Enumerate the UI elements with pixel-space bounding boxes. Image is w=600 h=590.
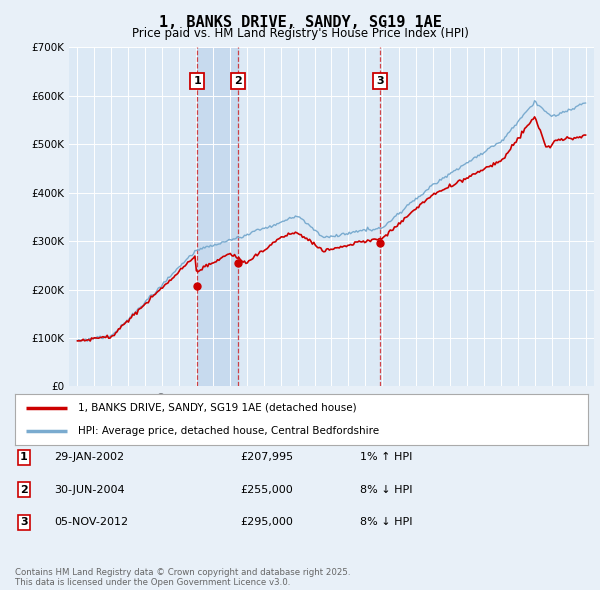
Text: 1, BANKS DRIVE, SANDY, SG19 1AE (detached house): 1, BANKS DRIVE, SANDY, SG19 1AE (detache… bbox=[78, 402, 356, 412]
Text: £295,000: £295,000 bbox=[240, 517, 293, 527]
Text: Contains HM Land Registry data © Crown copyright and database right 2025.
This d: Contains HM Land Registry data © Crown c… bbox=[15, 568, 350, 587]
Text: 8% ↓ HPI: 8% ↓ HPI bbox=[360, 485, 413, 494]
Text: 2: 2 bbox=[20, 485, 28, 494]
Text: 3: 3 bbox=[20, 517, 28, 527]
Text: 30-JUN-2004: 30-JUN-2004 bbox=[54, 485, 125, 494]
Text: 1, BANKS DRIVE, SANDY, SG19 1AE: 1, BANKS DRIVE, SANDY, SG19 1AE bbox=[158, 15, 442, 30]
Text: Price paid vs. HM Land Registry's House Price Index (HPI): Price paid vs. HM Land Registry's House … bbox=[131, 27, 469, 40]
Text: HPI: Average price, detached house, Central Bedfordshire: HPI: Average price, detached house, Cent… bbox=[78, 427, 379, 437]
Text: 2: 2 bbox=[235, 76, 242, 86]
Text: 1% ↑ HPI: 1% ↑ HPI bbox=[360, 453, 412, 462]
Text: £207,995: £207,995 bbox=[240, 453, 293, 462]
Text: £255,000: £255,000 bbox=[240, 485, 293, 494]
Text: 1: 1 bbox=[193, 76, 201, 86]
Bar bbox=[197, 47, 238, 386]
Text: 8% ↓ HPI: 8% ↓ HPI bbox=[360, 517, 413, 527]
Text: 1: 1 bbox=[20, 453, 28, 462]
Text: 29-JAN-2002: 29-JAN-2002 bbox=[54, 453, 124, 462]
Text: 05-NOV-2012: 05-NOV-2012 bbox=[54, 517, 128, 527]
Text: 3: 3 bbox=[376, 76, 383, 86]
